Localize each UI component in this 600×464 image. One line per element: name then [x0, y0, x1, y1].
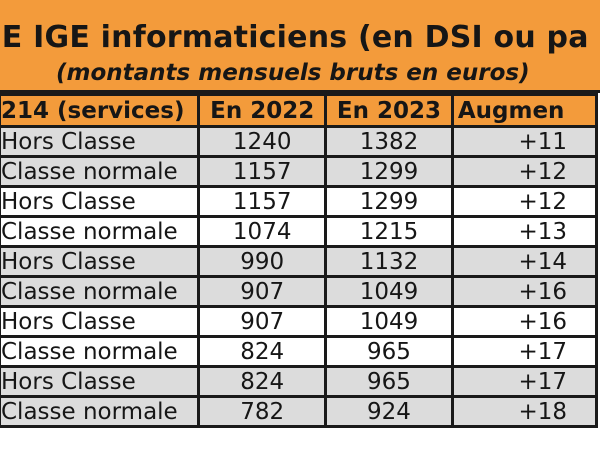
cell-grade[interactable]: Hors Classe: [0, 305, 201, 338]
cell-grade[interactable]: Classe normale: [0, 155, 201, 188]
cell-2023[interactable]: 1215: [324, 215, 454, 248]
cell-2022[interactable]: 907: [197, 305, 328, 338]
header-row: 214 (services) En 2022 En 2023 Augmen: [0, 93, 599, 128]
table-subtitle: (montants mensuels bruts en euros): [56, 60, 530, 86]
cell-grade[interactable]: Classe normale: [0, 275, 201, 308]
cell-2023[interactable]: 1049: [324, 275, 454, 308]
cell-2023[interactable]: 1299: [324, 155, 454, 188]
cell-augmentation[interactable]: +13: [450, 215, 599, 248]
table-row: Hors Classe 1157 1299 +12: [0, 185, 599, 218]
cell-2022[interactable]: 1157: [197, 185, 328, 218]
table-row: Classe normale 907 1049 +16: [0, 275, 599, 308]
header-grade: 214 (services): [0, 93, 201, 128]
cell-2023[interactable]: 1382: [324, 125, 454, 158]
cell-augmentation[interactable]: +12: [450, 185, 599, 218]
cell-grade[interactable]: Classe normale: [0, 335, 201, 368]
cell-2022[interactable]: 907: [197, 275, 328, 308]
cell-2022[interactable]: 782: [197, 395, 328, 428]
header-augmentation: Augmen: [450, 93, 599, 128]
table-row: Hors Classe 990 1132 +14: [0, 245, 599, 278]
cell-augmentation[interactable]: +11: [450, 125, 599, 158]
cell-2022[interactable]: 824: [197, 365, 328, 398]
title-banner: SE IGE informaticiens (en DSI ou pa (mon…: [0, 0, 600, 93]
cell-2022[interactable]: 824: [197, 335, 328, 368]
header-2022: En 2022: [197, 93, 328, 128]
cell-2023[interactable]: 965: [324, 335, 454, 368]
cell-2023[interactable]: 1049: [324, 305, 454, 338]
cell-grade[interactable]: Hors Classe: [0, 365, 201, 398]
table-row: Classe normale 1157 1299 +12: [0, 155, 599, 188]
cell-grade[interactable]: Hors Classe: [0, 185, 201, 218]
cell-augmentation[interactable]: +12: [450, 155, 599, 188]
cell-2022[interactable]: 1157: [197, 155, 328, 188]
table-row: Classe normale 1074 1215 +13: [0, 215, 599, 248]
header-2023: En 2023: [324, 93, 454, 128]
cell-grade[interactable]: Classe normale: [0, 215, 201, 248]
table-row: Hors Classe 1240 1382 +11: [0, 125, 599, 158]
cell-grade[interactable]: Hors Classe: [0, 245, 201, 278]
table-row: Classe normale 782 924 +18: [0, 395, 599, 428]
cell-augmentation[interactable]: +14: [450, 245, 599, 278]
cell-augmentation[interactable]: +17: [450, 335, 599, 368]
cell-augmentation[interactable]: +16: [450, 305, 599, 338]
cell-grade[interactable]: Hors Classe: [0, 125, 201, 158]
table-row: Hors Classe 907 1049 +16: [0, 305, 599, 338]
cell-2022[interactable]: 1074: [197, 215, 328, 248]
table-title: SE IGE informaticiens (en DSI ou pa: [0, 20, 589, 55]
table-row: Hors Classe 824 965 +17: [0, 365, 599, 398]
cell-2023[interactable]: 1299: [324, 185, 454, 218]
cell-augmentation[interactable]: +17: [450, 365, 599, 398]
cell-augmentation[interactable]: +18: [450, 395, 599, 428]
cell-2023[interactable]: 965: [324, 365, 454, 398]
cell-2022[interactable]: 990: [197, 245, 328, 278]
salary-table: 214 (services) En 2022 En 2023 Augmen Ho…: [0, 93, 599, 428]
table-row: Classe normale 824 965 +17: [0, 335, 599, 368]
cell-grade[interactable]: Classe normale: [0, 395, 201, 428]
cell-2023[interactable]: 924: [324, 395, 454, 428]
cell-augmentation[interactable]: +16: [450, 275, 599, 308]
cell-2022[interactable]: 1240: [197, 125, 328, 158]
cell-2023[interactable]: 1132: [324, 245, 454, 278]
